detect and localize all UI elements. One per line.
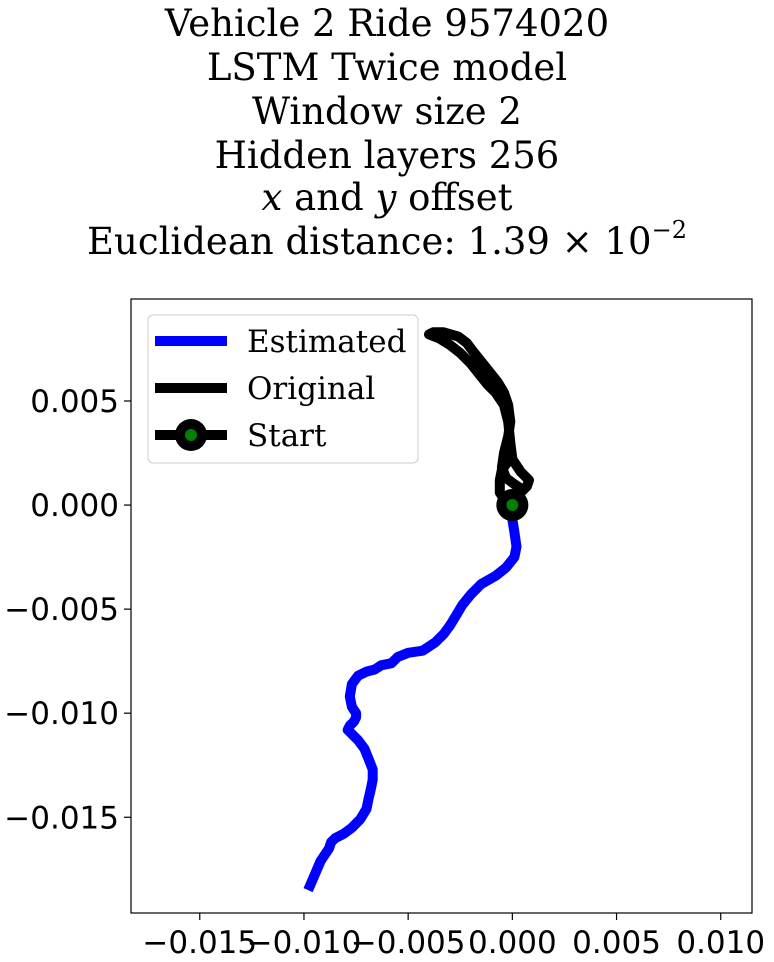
- legend-marker-center: [185, 429, 197, 441]
- x-tick-label: −0.010: [247, 925, 362, 961]
- x-tick-label: −0.005: [351, 925, 466, 961]
- x-tick-label: 0.000: [468, 925, 557, 961]
- y-tick-label: 0.000: [30, 488, 119, 524]
- x-tick-label: 0.005: [572, 925, 661, 961]
- title-line-4: Hidden layers 256: [214, 134, 560, 177]
- title-exponent: −2: [651, 216, 687, 244]
- legend: Estimated Original Start: [147, 314, 419, 464]
- title-line-2: LSTM Twice model: [206, 46, 568, 89]
- axis-ticks: −0.015−0.010−0.005 0.000 0.005 0.0100.0050.…: [4, 384, 765, 961]
- title-offset: offset: [396, 176, 513, 219]
- y-tick-label: −0.005: [4, 592, 119, 628]
- series-line-original: [424, 327, 534, 508]
- title-line-3: Window size 2: [252, 90, 522, 133]
- series-line-estimated: [303, 505, 522, 893]
- y-tick-label: −0.010: [4, 696, 119, 732]
- title-line-1: Vehicle 2 Ride 9574020: [164, 2, 610, 45]
- y-tick-label: −0.015: [4, 800, 119, 836]
- series-layer: [303, 327, 534, 893]
- start-marker-center: [506, 499, 519, 512]
- legend-label: Start: [247, 418, 327, 454]
- y-tick-label: 0.005: [30, 384, 119, 420]
- x-tick-label: 0.010: [676, 925, 765, 961]
- title-line-5: x and y offset: [0, 176, 774, 220]
- x-tick-label: −0.015: [142, 925, 257, 961]
- legend-label: Estimated: [247, 324, 406, 360]
- legend-box: [147, 314, 419, 464]
- plot-frame: [130, 298, 753, 914]
- title-var-y: y: [375, 176, 397, 219]
- title-var-x: x: [261, 176, 283, 219]
- title-line-6: Euclidean distance: 1.39 × 10−2: [0, 218, 774, 264]
- legend-label: Original: [247, 371, 375, 407]
- title-distance: Euclidean distance: 1.39 × 10: [87, 220, 652, 263]
- title-and: and: [282, 176, 376, 219]
